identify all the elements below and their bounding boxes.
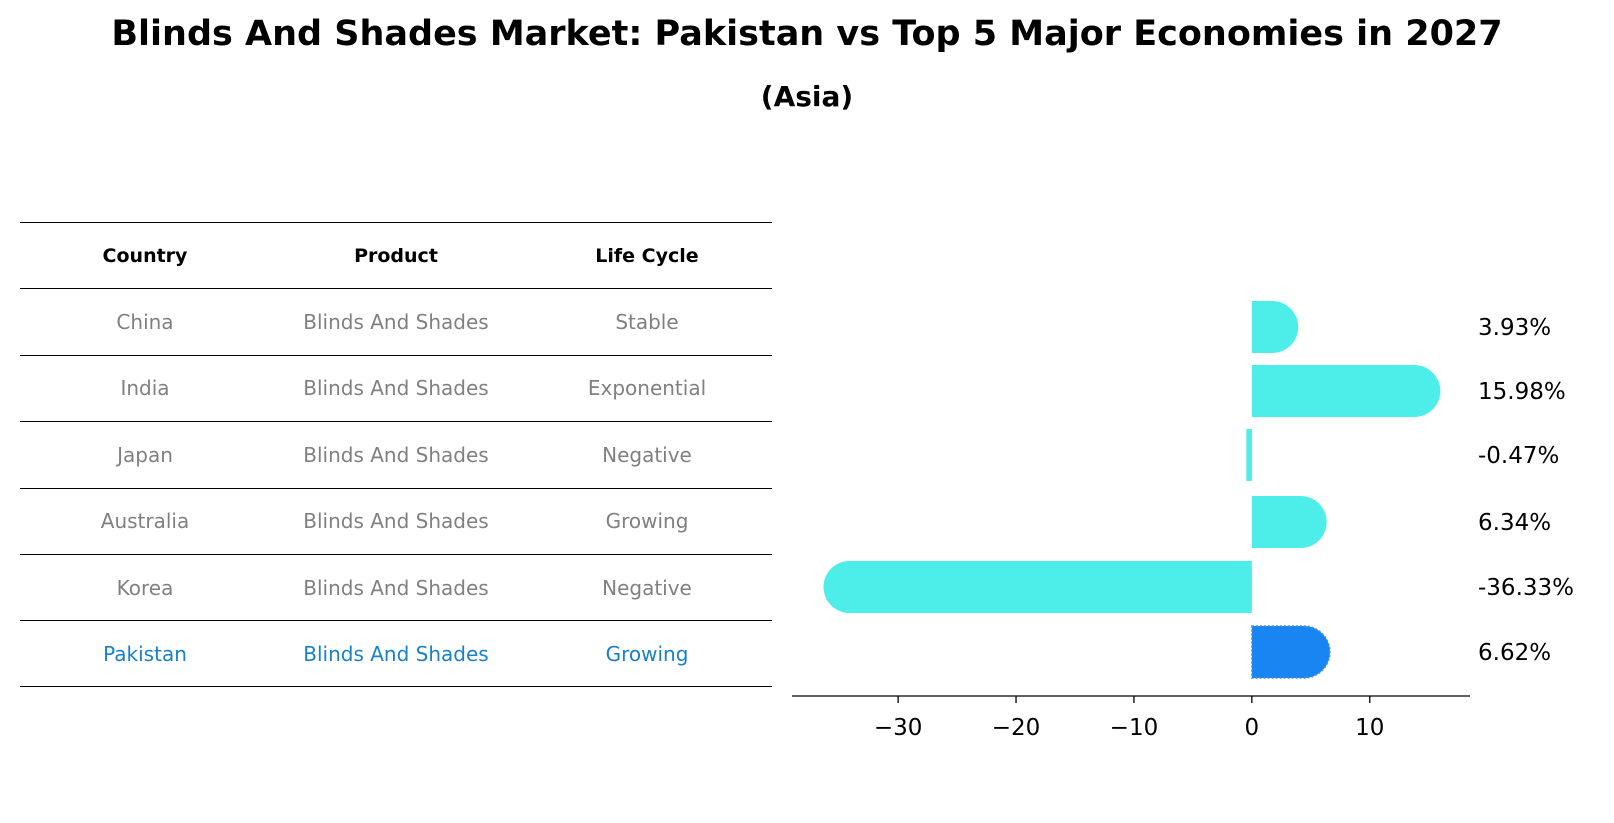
table-row: Australia Blinds And Shades Growing [20,487,772,554]
bar-india [1251,365,1441,417]
country-cell: Australia [100,509,190,534]
market-table: Country Product Life Cycle China Blinds … [20,222,772,687]
chart-title: Blinds And Shades Market: Pakistan vs To… [111,14,1503,54]
value-label: 6.62% [1478,640,1551,666]
x-tick-label: −30 [874,715,923,741]
life-cycle-cell: Negative [602,575,692,600]
product-cell: Blinds And Shades [303,575,489,600]
value-label: -36.33% [1478,575,1574,601]
header-product: Product [354,244,438,267]
x-tick-label: −20 [992,715,1041,741]
life-cycle-cell: Exponential [587,376,707,401]
header-country: Country [102,244,188,267]
table-row-highlighted: Pakistan Blinds And Shades Growing [20,620,772,687]
life-cycle-cell: Stable [615,310,679,335]
product-cell: Blinds And Shades [303,376,489,401]
life-cycle-cell: Negative [602,442,692,467]
bar-japan [1246,429,1252,481]
country-cell: Korea [116,575,174,600]
country-cell: China [116,310,174,335]
bar-korea [823,561,1252,613]
value-label: 6.34% [1478,510,1551,536]
x-tick-label: −10 [1110,715,1159,741]
table-row: Korea Blinds And Shades Negative [20,553,772,620]
bar-china [1251,301,1299,353]
bar-pakistan [1251,625,1331,679]
life-cycle-cell: Growing [605,509,689,534]
value-label: 15.98% [1478,379,1566,405]
chart-subtitle: (Asia) [760,80,854,113]
country-cell: Japan [117,442,173,467]
table-row: China Blinds And Shades Stable [20,288,772,354]
product-cell: Blinds And Shades [303,310,489,335]
x-tick-label: 0 [1245,715,1260,741]
country-cell: Pakistan [103,641,187,666]
table-row: Japan Blinds And Shades Negative [20,421,772,487]
product-cell: Blinds And Shades [303,442,489,467]
table-header-row: Country Product Life Cycle [20,222,772,288]
value-label: -0.47% [1478,443,1559,469]
bar-australia [1251,496,1327,548]
product-cell: Blinds And Shades [303,509,489,534]
table-row: India Blinds And Shades Exponential [20,354,772,421]
header-life-cycle: Life Cycle [595,244,699,267]
life-cycle-cell: Growing [605,641,689,666]
product-cell: Blinds And Shades [303,641,489,666]
value-label: 3.93% [1478,315,1551,341]
x-tick-label: 10 [1355,715,1384,741]
country-cell: India [120,376,170,401]
